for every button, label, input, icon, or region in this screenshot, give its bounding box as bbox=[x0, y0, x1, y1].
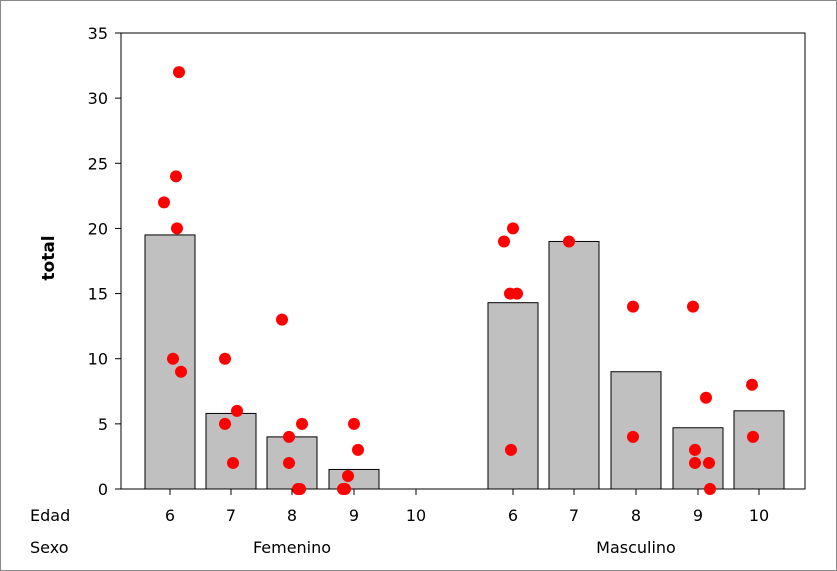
edad-tick-label: 7 bbox=[226, 506, 236, 525]
data-point bbox=[276, 313, 288, 326]
data-point bbox=[294, 483, 306, 495]
data-point bbox=[704, 483, 716, 495]
y-tick-label: 35 bbox=[88, 24, 108, 43]
data-point bbox=[348, 417, 360, 430]
sexo-group-label: Masculino bbox=[596, 538, 676, 557]
data-point bbox=[498, 235, 510, 248]
data-point bbox=[219, 417, 231, 430]
bar-masculino-6 bbox=[487, 302, 539, 490]
y-tick-label: 30 bbox=[88, 89, 108, 108]
data-point bbox=[687, 300, 699, 313]
edad-tick-label: 8 bbox=[287, 506, 297, 525]
y-axis-label: total bbox=[39, 235, 59, 280]
data-point bbox=[689, 456, 701, 469]
row-label-edad: Edad bbox=[30, 506, 70, 525]
point-series bbox=[158, 66, 759, 495]
data-point bbox=[352, 443, 364, 456]
edad-tick-label: 9 bbox=[693, 506, 703, 525]
edad-tick-label: 8 bbox=[631, 506, 641, 525]
y-tick-label: 5 bbox=[98, 415, 108, 434]
bar-masculino-8 bbox=[610, 371, 662, 490]
plot-area bbox=[120, 32, 806, 490]
data-point bbox=[627, 430, 639, 443]
edad-tick-label: 6 bbox=[165, 506, 175, 525]
data-point bbox=[231, 404, 243, 417]
data-point bbox=[227, 456, 239, 469]
data-point bbox=[158, 196, 170, 209]
y-tick-label: 20 bbox=[88, 219, 108, 238]
data-point bbox=[511, 287, 523, 300]
data-point bbox=[507, 222, 519, 235]
data-point bbox=[747, 430, 759, 443]
data-point bbox=[171, 222, 183, 235]
y-tick-label: 15 bbox=[88, 285, 108, 304]
edad-tick-label: 10 bbox=[406, 506, 426, 525]
sexo-group-label: Femenino bbox=[253, 538, 331, 557]
data-point bbox=[167, 352, 179, 365]
y-axis: 0 5 10 15 20 25 30 35 bbox=[88, 24, 121, 499]
data-point bbox=[563, 235, 575, 248]
edad-tick-label: 10 bbox=[749, 506, 769, 525]
data-point bbox=[342, 469, 354, 482]
bar-femenino-9 bbox=[328, 468, 380, 490]
edad-tick-label: 7 bbox=[569, 506, 579, 525]
data-point bbox=[746, 378, 758, 391]
data-point bbox=[175, 365, 187, 378]
edad-tick-label: 6 bbox=[508, 506, 518, 525]
data-point bbox=[283, 456, 295, 469]
x-axis-labels: 6 7 8 9 10 Femenino 6 7 8 9 10 Masculino bbox=[165, 489, 769, 557]
row-label-sexo: Sexo bbox=[30, 538, 68, 557]
bar-masculino-7 bbox=[548, 240, 600, 490]
data-point bbox=[296, 417, 308, 430]
data-point bbox=[173, 66, 185, 79]
bar-series bbox=[144, 234, 785, 490]
data-point bbox=[689, 443, 701, 456]
bar-masculino-10 bbox=[733, 410, 785, 490]
data-point bbox=[700, 391, 712, 404]
bar-femenino-7 bbox=[205, 412, 257, 490]
y-tick-label: 0 bbox=[98, 480, 108, 499]
data-point bbox=[283, 430, 295, 443]
y-tick-label: 25 bbox=[88, 154, 108, 173]
data-point bbox=[703, 456, 715, 469]
data-point bbox=[627, 300, 639, 313]
y-tick-label: 10 bbox=[88, 350, 108, 369]
data-point bbox=[170, 170, 182, 183]
data-point bbox=[219, 352, 231, 365]
edad-tick-label: 9 bbox=[349, 506, 359, 525]
data-point bbox=[339, 483, 351, 495]
data-point bbox=[505, 443, 517, 456]
